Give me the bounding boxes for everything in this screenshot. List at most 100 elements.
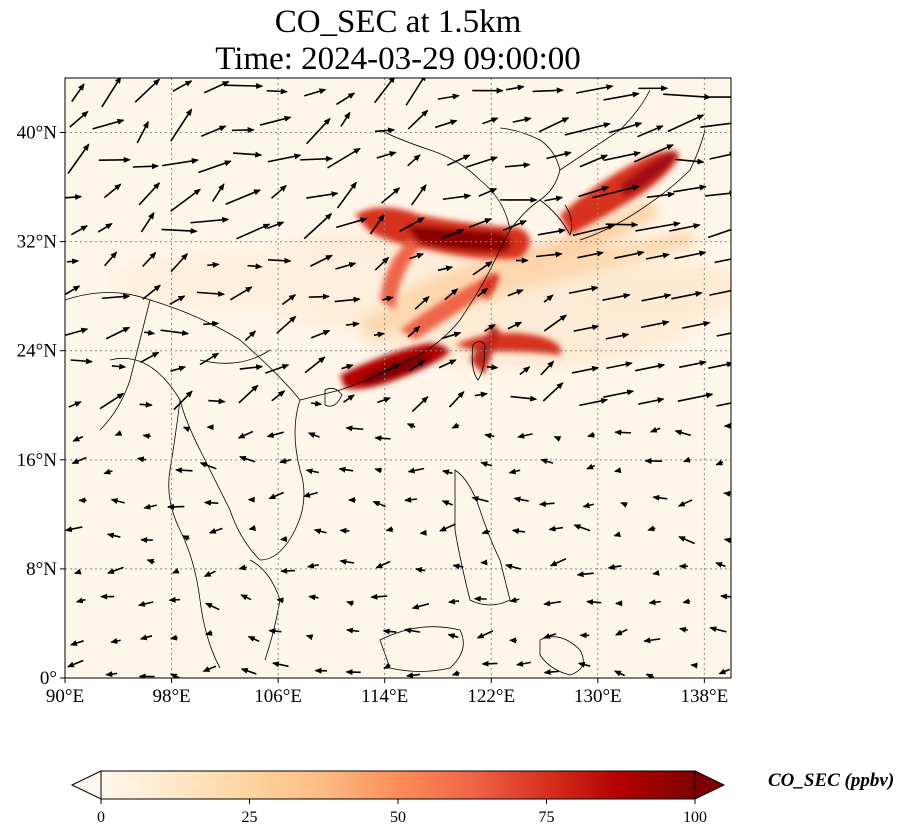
- wind-arrow: [613, 531, 622, 537]
- wind-arrow: [132, 163, 159, 170]
- wind-arrow: [382, 628, 397, 635]
- colorbar: 0 25 50 75 100: [70, 770, 726, 826]
- wind-arrow: [510, 395, 538, 402]
- wind-arrow: [105, 326, 131, 340]
- wind-arrow: [640, 320, 670, 329]
- wind-arrow: [303, 213, 333, 240]
- wind-arrow: [519, 366, 531, 376]
- wind-arrow: [308, 293, 330, 300]
- colorbar-extend-max: [694, 770, 726, 800]
- wind-arrow: [207, 261, 220, 268]
- wind-arrow: [168, 596, 181, 603]
- wind-arrow: [138, 182, 161, 206]
- wind-arrow: [715, 459, 724, 466]
- wind-arrow: [507, 289, 524, 297]
- wind-arrow: [92, 118, 125, 130]
- wind-arrow: [517, 432, 533, 439]
- wind-arrow: [345, 425, 364, 432]
- wind-arrow: [68, 401, 82, 408]
- wind-arrow: [438, 359, 457, 369]
- wind-arrow: [682, 456, 691, 463]
- lon-tick-label: 106°E: [254, 686, 302, 707]
- wind-arrow: [268, 491, 285, 500]
- colorbar-tick-label: 0: [97, 809, 105, 826]
- wind-arrow: [615, 628, 628, 636]
- wind-arrow: [271, 390, 286, 402]
- wind-arrow: [266, 431, 284, 438]
- wind-arrow: [675, 158, 705, 165]
- wind-arrow: [409, 360, 426, 372]
- wind-arrow: [441, 228, 465, 240]
- wind-arrow: [190, 216, 230, 224]
- wind-arrow: [645, 252, 670, 260]
- wind-arrow: [101, 293, 131, 300]
- wind-arrow: [548, 525, 564, 532]
- wind-arrow: [608, 121, 643, 134]
- wind-arrow: [572, 223, 615, 237]
- wind-arrow: [276, 315, 297, 334]
- wind-arrow: [715, 562, 726, 568]
- wind-arrow: [723, 490, 731, 497]
- wind-arrow: [143, 503, 158, 510]
- wind-arrow: [199, 462, 217, 470]
- wind-arrow: [484, 324, 496, 332]
- lon-tick-label: 114°E: [361, 686, 408, 707]
- wind-arrow: [196, 290, 226, 297]
- wind-arrow: [481, 660, 498, 667]
- wind-arrow: [103, 251, 118, 267]
- wind-arrow: [311, 400, 323, 407]
- wind-arrow: [172, 80, 193, 92]
- wind-arrow: [603, 91, 640, 101]
- wind-arrow: [306, 562, 319, 569]
- gridlines: [65, 78, 731, 678]
- wind-arrow: [549, 558, 567, 567]
- wind-arrow: [140, 212, 155, 233]
- wind-arrow: [182, 426, 191, 433]
- wind-arrow: [647, 525, 656, 532]
- wind-arrow: [415, 567, 426, 573]
- lon-tick-label: 122°E: [467, 686, 515, 707]
- wind-arrow: [515, 660, 531, 667]
- wind-arrow: [441, 500, 453, 506]
- wind-arrow: [667, 114, 705, 133]
- wind-arrow: [370, 593, 388, 600]
- wind-arrow: [577, 661, 591, 668]
- wind-arrow: [338, 466, 354, 473]
- wind-arrow: [67, 659, 84, 668]
- wind-arrow: [451, 670, 460, 676]
- wind-arrow: [107, 566, 124, 574]
- wind-arrow: [139, 401, 153, 408]
- wind-arrow: [477, 287, 489, 298]
- wind-arrow: [682, 320, 711, 329]
- wind-arrow: [304, 356, 326, 374]
- wind-arrow: [238, 455, 256, 463]
- wind-arrow: [606, 361, 633, 370]
- wind-arrow: [137, 601, 154, 607]
- wind-arrow: [723, 537, 731, 544]
- wind-arrow: [663, 93, 712, 100]
- wind-arrow: [144, 329, 156, 336]
- wind-arrow: [441, 331, 462, 340]
- wind-arrow: [66, 258, 80, 265]
- wind-arrow: [573, 324, 600, 332]
- wind-arrow: [99, 392, 125, 410]
- wind-arrow: [233, 151, 263, 158]
- wind-arrow: [587, 431, 595, 438]
- wind-arrow: [114, 430, 123, 436]
- wind-arrow: [582, 502, 594, 509]
- wind-arrow: [300, 155, 333, 162]
- wind-arrow: [620, 502, 628, 508]
- wind-arrow: [106, 532, 121, 539]
- wind-arrow: [369, 214, 385, 235]
- wind-arrow: [641, 293, 672, 302]
- wind-arrow: [592, 184, 640, 199]
- wind-arrow: [646, 191, 675, 199]
- wind-arrow: [65, 526, 83, 533]
- wind-arrow: [244, 330, 257, 342]
- wind-arrow: [336, 92, 356, 106]
- wind-arrow: [374, 435, 391, 442]
- wind-arrow: [677, 392, 714, 402]
- map-panel: [65, 78, 731, 678]
- wind-arrow: [346, 600, 354, 607]
- wind-arrow: [383, 662, 391, 669]
